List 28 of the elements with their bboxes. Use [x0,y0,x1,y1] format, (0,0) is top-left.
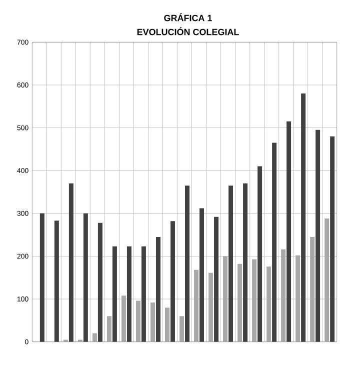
bar [170,221,175,342]
bar [150,302,155,342]
bar [156,236,160,342]
bar [330,136,335,342]
bar [214,216,219,342]
bar [228,186,234,342]
bar [258,166,262,342]
bar [68,183,74,342]
bar [98,222,102,342]
bar [301,94,306,342]
bar [165,308,170,342]
bar [272,142,277,342]
bar [286,121,292,342]
bar [200,208,204,342]
bar [106,316,112,342]
bar [54,220,59,342]
bar [180,316,184,342]
bar [185,186,190,342]
bar [92,333,97,342]
chart-title: GRÁFICA 1 [164,13,212,22]
bar [141,246,146,342]
bar [112,246,117,342]
bar [126,246,132,342]
bar [40,213,44,342]
bar [316,130,320,342]
chart-subtitle: EVOLUCIÓN COLEGIAL [137,27,239,36]
bar [83,213,88,342]
bar [243,183,248,342]
